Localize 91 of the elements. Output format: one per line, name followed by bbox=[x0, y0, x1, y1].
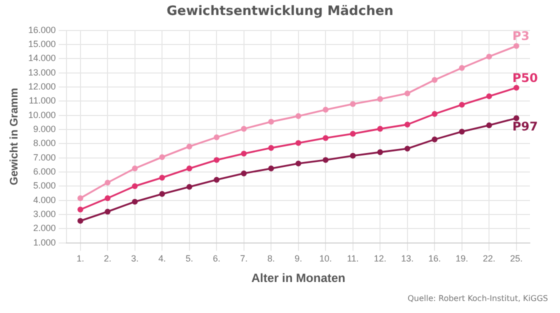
y-tick-label: 4.000 bbox=[33, 194, 56, 205]
point bbox=[322, 106, 329, 113]
point bbox=[268, 166, 274, 172]
point bbox=[377, 149, 384, 156]
point bbox=[240, 170, 247, 176]
point bbox=[132, 166, 138, 172]
y-tick-label: 12.000 bbox=[28, 82, 56, 92]
point bbox=[104, 208, 111, 215]
y-tick-label: 10.000 bbox=[28, 110, 56, 120]
y-tick-label: 5.000 bbox=[33, 180, 56, 191]
x-tick-label: 2. bbox=[104, 254, 112, 264]
y-axis-title: Gewicht in Gramm bbox=[8, 88, 21, 186]
point bbox=[513, 43, 520, 49]
x-tick-label: 16. bbox=[428, 254, 441, 264]
x-tick-label: 1. bbox=[76, 254, 84, 264]
point bbox=[458, 128, 465, 135]
point bbox=[377, 126, 384, 132]
series-label: P97 bbox=[512, 119, 538, 134]
y-tick-label: 8.000 bbox=[33, 138, 56, 148]
point bbox=[214, 157, 220, 163]
y-tick-label: 16.000 bbox=[28, 24, 56, 35]
point bbox=[404, 122, 410, 128]
x-tick-label: 4. bbox=[158, 254, 166, 264]
x-tick-label: 19. bbox=[456, 254, 468, 264]
point bbox=[513, 115, 520, 122]
point bbox=[214, 176, 220, 183]
chart-title: Gewichtsentwicklung Mädchen bbox=[166, 4, 394, 19]
x-tick-label: 12. bbox=[374, 254, 386, 264]
x-tick-label: 25. bbox=[510, 254, 523, 264]
y-tick-label: 2.000 bbox=[33, 223, 56, 234]
point bbox=[186, 166, 192, 172]
y-tick-label: 9.000 bbox=[33, 124, 56, 134]
point bbox=[186, 144, 192, 150]
y-tick-label: 3.000 bbox=[33, 208, 56, 219]
point bbox=[295, 140, 302, 146]
point bbox=[268, 118, 274, 125]
point bbox=[104, 195, 111, 202]
point bbox=[432, 136, 438, 142]
point bbox=[486, 122, 492, 128]
point bbox=[159, 174, 166, 181]
y-tick-label: 13.000 bbox=[28, 67, 56, 78]
point bbox=[77, 195, 84, 202]
point bbox=[350, 101, 356, 107]
point bbox=[104, 180, 111, 186]
point bbox=[295, 160, 302, 166]
x-axis-title: Alter in Monaten bbox=[251, 271, 346, 286]
y-tick-label: 6.000 bbox=[33, 166, 56, 176]
y-tick-label: 11.000 bbox=[28, 96, 56, 106]
series-label: P50 bbox=[512, 70, 538, 85]
point bbox=[322, 135, 329, 141]
point bbox=[186, 184, 192, 190]
x-tick-label: 22. bbox=[482, 254, 496, 264]
point bbox=[458, 102, 465, 108]
point bbox=[404, 146, 410, 152]
y-tick-label: 7.000 bbox=[33, 152, 56, 162]
point bbox=[377, 96, 384, 102]
x-tick-label: 10. bbox=[319, 254, 332, 264]
point bbox=[132, 198, 138, 205]
point bbox=[486, 93, 492, 100]
x-tick-label: 5. bbox=[186, 254, 194, 264]
point bbox=[77, 206, 84, 212]
point bbox=[268, 145, 274, 151]
point bbox=[350, 130, 356, 137]
point bbox=[486, 54, 492, 60]
point bbox=[458, 65, 465, 71]
point bbox=[432, 111, 438, 117]
point bbox=[295, 113, 302, 119]
point bbox=[404, 90, 410, 96]
point bbox=[214, 134, 220, 140]
x-tick-label: 9. bbox=[294, 254, 302, 264]
point bbox=[513, 84, 520, 91]
point bbox=[350, 152, 356, 159]
point bbox=[240, 150, 247, 156]
point bbox=[159, 191, 166, 197]
x-tick-label: 13. bbox=[401, 254, 414, 264]
y-tick-label: 1.000 bbox=[33, 237, 56, 248]
x-tick-label: 3. bbox=[131, 254, 139, 264]
y-tick-label: 15.000 bbox=[28, 39, 56, 50]
point bbox=[132, 183, 138, 190]
x-tick-label: 7. bbox=[240, 254, 248, 264]
y-tick-label: 14.000 bbox=[28, 53, 56, 64]
x-tick-label: 11. bbox=[346, 254, 359, 264]
series-label: P3 bbox=[512, 29, 530, 44]
point bbox=[432, 77, 438, 83]
point bbox=[159, 154, 166, 160]
x-tick-label: 6. bbox=[212, 254, 220, 264]
point bbox=[240, 126, 247, 132]
point bbox=[77, 218, 84, 224]
point bbox=[322, 157, 329, 163]
source-note: Quelle: Robert Koch-Institut, KiGGS bbox=[408, 294, 548, 303]
x-tick-label: 8. bbox=[267, 254, 275, 264]
